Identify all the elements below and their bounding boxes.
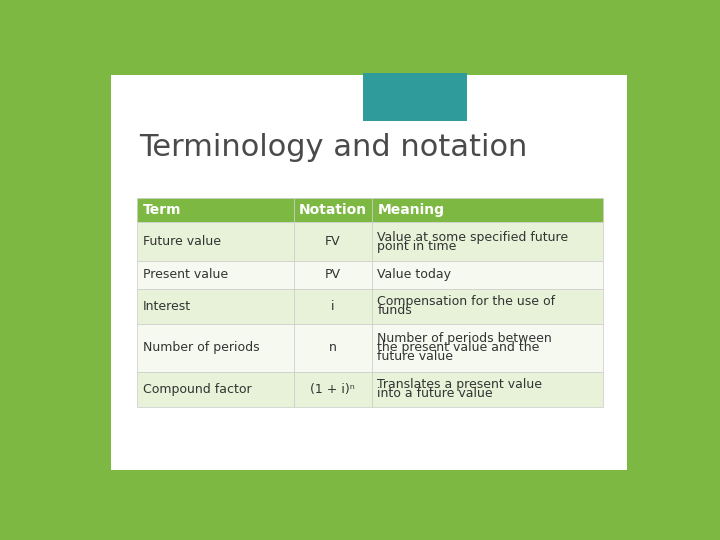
- FancyBboxPatch shape: [138, 324, 294, 372]
- FancyBboxPatch shape: [111, 75, 627, 470]
- Text: PV: PV: [325, 268, 341, 281]
- FancyBboxPatch shape: [138, 198, 294, 222]
- FancyBboxPatch shape: [138, 372, 294, 407]
- Text: Notation: Notation: [299, 203, 366, 217]
- FancyBboxPatch shape: [138, 222, 294, 261]
- FancyBboxPatch shape: [372, 222, 603, 261]
- Text: Present value: Present value: [143, 268, 228, 281]
- FancyBboxPatch shape: [138, 261, 294, 288]
- FancyBboxPatch shape: [294, 324, 372, 372]
- Text: Compensation for the use of: Compensation for the use of: [377, 295, 556, 308]
- FancyBboxPatch shape: [364, 73, 467, 121]
- Text: Value at some specified future: Value at some specified future: [377, 231, 569, 244]
- FancyBboxPatch shape: [294, 372, 372, 407]
- Text: i: i: [331, 300, 335, 313]
- Text: (1 + i)ⁿ: (1 + i)ⁿ: [310, 383, 355, 396]
- Text: FV: FV: [325, 235, 341, 248]
- FancyBboxPatch shape: [372, 372, 603, 407]
- FancyBboxPatch shape: [138, 288, 294, 324]
- FancyBboxPatch shape: [372, 198, 603, 222]
- Text: funds: funds: [377, 304, 412, 317]
- FancyBboxPatch shape: [294, 261, 372, 288]
- Text: Number of periods between: Number of periods between: [377, 332, 552, 345]
- Text: future value: future value: [377, 350, 454, 363]
- Text: Compound factor: Compound factor: [143, 383, 251, 396]
- Text: into a future value: into a future value: [377, 387, 493, 400]
- Text: Meaning: Meaning: [377, 203, 444, 217]
- Text: Future value: Future value: [143, 235, 221, 248]
- Text: Interest: Interest: [143, 300, 191, 313]
- FancyBboxPatch shape: [294, 222, 372, 261]
- Text: Number of periods: Number of periods: [143, 341, 260, 354]
- Text: point in time: point in time: [377, 240, 456, 253]
- FancyBboxPatch shape: [372, 324, 603, 372]
- Text: n: n: [329, 341, 337, 354]
- FancyBboxPatch shape: [372, 261, 603, 288]
- FancyBboxPatch shape: [294, 198, 372, 222]
- Text: Value today: Value today: [377, 268, 451, 281]
- Text: Terminology and notation: Terminology and notation: [139, 133, 528, 163]
- FancyBboxPatch shape: [372, 288, 603, 324]
- Text: Term: Term: [143, 203, 181, 217]
- Text: Translates a present value: Translates a present value: [377, 378, 542, 392]
- FancyBboxPatch shape: [294, 288, 372, 324]
- Text: the present value and the: the present value and the: [377, 341, 540, 354]
